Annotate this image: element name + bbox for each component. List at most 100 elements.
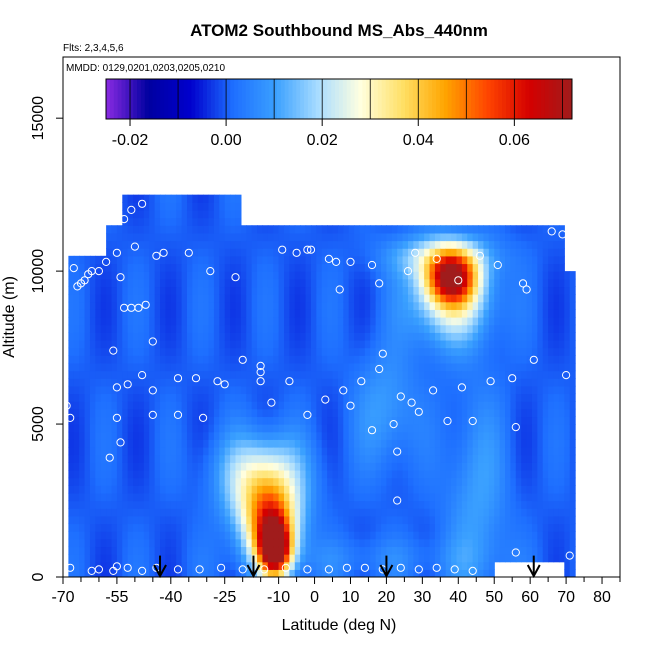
heatmap-cell — [289, 424, 296, 433]
heatmap-cell — [278, 393, 285, 402]
heatmap-cell — [321, 424, 328, 433]
heatmap-cell — [370, 225, 377, 234]
heatmap-cell — [111, 569, 118, 577]
heatmap-cell — [451, 447, 458, 456]
colorbar-segment — [125, 79, 130, 119]
heatmap-cell — [273, 240, 280, 249]
heatmap-cell — [343, 500, 350, 509]
heatmap-cell — [445, 500, 452, 509]
heatmap-cell — [451, 347, 458, 356]
heatmap-cell — [494, 294, 501, 303]
heatmap-cell — [176, 431, 183, 440]
heatmap-cell — [273, 485, 280, 494]
heatmap-cell — [246, 385, 253, 395]
heatmap-cell — [391, 355, 398, 364]
observation-point — [429, 386, 438, 395]
y-axis-label: Altitude (m) — [1, 276, 18, 358]
heatmap-cell — [95, 485, 102, 494]
heatmap-cell — [370, 477, 377, 486]
heatmap-cell — [505, 385, 511, 395]
colorbar-segment — [265, 79, 270, 119]
heatmap-cell — [95, 378, 102, 387]
heatmap-cell — [106, 408, 113, 418]
heatmap-cell — [165, 393, 172, 402]
heatmap-cell — [95, 546, 102, 555]
heatmap-cell — [127, 569, 134, 577]
heatmap-cell — [418, 370, 425, 379]
heatmap-cell — [472, 538, 479, 548]
colorbar-segment — [210, 79, 216, 119]
heatmap-cell — [176, 447, 183, 456]
heatmap-cell — [391, 561, 398, 570]
observation-point — [127, 205, 136, 214]
heatmap-cell — [278, 500, 285, 509]
heatmap-cell — [300, 554, 307, 563]
heatmap-cell — [445, 477, 452, 486]
colorbar-segment — [203, 79, 208, 119]
heatmap-cell — [402, 324, 409, 333]
heatmap-cell — [154, 393, 161, 402]
heatmap-cell — [116, 248, 123, 257]
heatmap-cell — [418, 546, 425, 555]
heatmap-cell — [548, 462, 555, 471]
heatmap-cell — [79, 393, 86, 402]
observation-point — [256, 377, 265, 386]
observation-point — [256, 368, 265, 377]
heatmap-cell — [558, 301, 565, 310]
heatmap-cell — [483, 454, 490, 463]
heatmap-cell — [402, 416, 409, 425]
heatmap-cell — [73, 393, 80, 402]
heatmap-cell — [95, 477, 102, 486]
heatmap-cell — [294, 531, 301, 540]
heatmap-cell — [343, 477, 350, 486]
heatmap-cell — [95, 492, 102, 502]
heatmap-cell — [116, 469, 123, 479]
colorbar-segment — [346, 79, 352, 119]
heatmap-cell — [343, 462, 350, 471]
heatmap-cell — [332, 378, 339, 387]
heatmap-cell — [84, 294, 91, 303]
heatmap-cell — [526, 416, 533, 425]
heatmap-cell — [257, 431, 264, 440]
heatmap-cell — [111, 454, 118, 463]
heatmap-cell — [440, 515, 447, 525]
colorbar-segment — [494, 79, 499, 119]
heatmap-cell — [230, 324, 237, 333]
heatmap-cell — [364, 332, 371, 341]
heatmap-cell — [84, 469, 91, 479]
heatmap-cell — [402, 393, 409, 402]
heatmap-cell — [106, 401, 113, 410]
heatmap-cell — [208, 554, 215, 563]
heatmap-cell — [558, 339, 565, 349]
heatmap-cell — [240, 500, 247, 509]
heatmap-cell — [240, 424, 247, 433]
heatmap-cell — [106, 286, 113, 295]
heatmap-cell — [284, 523, 290, 532]
heatmap-cell — [251, 401, 258, 410]
heatmap-cell — [122, 546, 129, 555]
heatmap-cell — [143, 431, 150, 440]
heatmap-cell — [521, 339, 528, 349]
heatmap-cell — [165, 324, 172, 333]
heatmap-cell — [197, 385, 204, 395]
x-tick-label: 20 — [378, 589, 396, 606]
heatmap-cell — [359, 301, 366, 310]
heatmap-cell — [413, 431, 420, 440]
heatmap-cell — [564, 492, 571, 502]
heatmap-cell — [106, 263, 113, 272]
heatmap-cell — [219, 462, 226, 471]
heatmap-cell — [213, 469, 220, 479]
heatmap-cell — [548, 393, 555, 402]
heatmap-cell — [170, 469, 177, 479]
chart-title: ATOM2 Southbound MS_Abs_440nm — [190, 21, 488, 40]
heatmap-cell — [553, 385, 560, 395]
heatmap-cell — [224, 362, 231, 372]
heatmap-cell — [343, 492, 350, 502]
heatmap-cell — [526, 424, 533, 433]
heatmap-cell — [176, 515, 183, 525]
heatmap-cell — [95, 500, 102, 509]
heatmap-cell — [440, 263, 447, 272]
heatmap-cell — [122, 393, 129, 402]
heatmap-cell — [240, 301, 247, 310]
heatmap-cell — [332, 424, 339, 433]
